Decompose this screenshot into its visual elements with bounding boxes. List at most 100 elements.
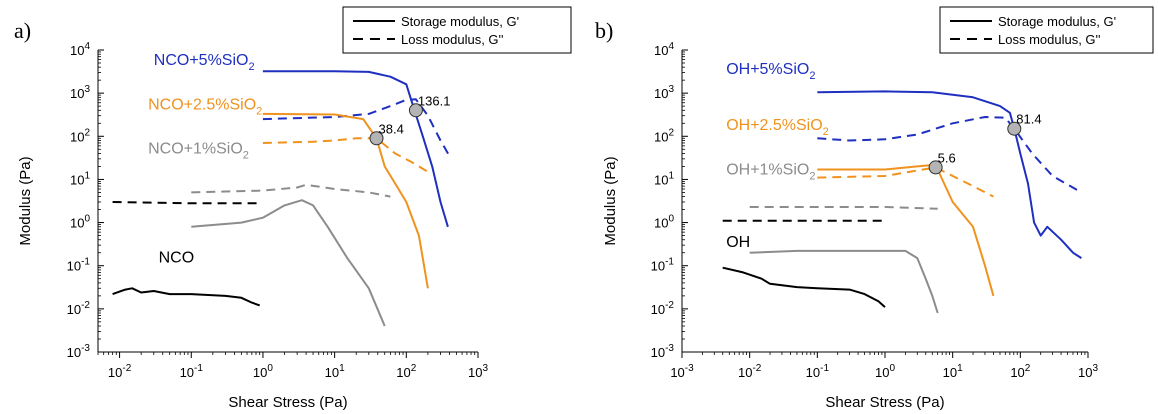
series-label: OH+5%SiO2 <box>726 61 815 82</box>
series-label-text: NCO+5%SiO <box>154 52 249 69</box>
crossover-label: 81.4 <box>1016 112 1041 127</box>
series-label-subscript: 2 <box>809 171 815 183</box>
y-tick-exponent: 4 <box>84 41 90 52</box>
series-label-subscript: 2 <box>256 105 262 117</box>
series-line-nco25-g2 <box>262 137 429 173</box>
y-tick-base: 10 <box>67 345 81 360</box>
y-tick-base: 10 <box>654 172 668 187</box>
y-axis-title: Modulus (Pa) <box>602 156 619 245</box>
x-tick-exponent: 0 <box>889 363 895 374</box>
y-tick-base: 10 <box>67 302 81 317</box>
series-line-nco25-g1 <box>262 112 429 289</box>
series-line-nco-g2 <box>112 201 260 205</box>
x-tick-label: 101 <box>943 363 963 380</box>
y-tick-label: 10-1 <box>67 257 91 274</box>
y-tick-label: 10-2 <box>651 300 675 317</box>
y-tick-base: 10 <box>654 216 668 231</box>
x-tick-base: 10 <box>180 365 194 380</box>
y-tick-exponent: -3 <box>665 343 674 354</box>
y-tick-label: 10-3 <box>651 343 675 360</box>
y-tick-exponent: 0 <box>84 214 90 225</box>
series-label-text: NCO <box>159 249 195 266</box>
y-tick-label: 101 <box>70 170 90 187</box>
y-tick-exponent: -2 <box>665 300 674 311</box>
x-tick-exponent: -1 <box>194 363 203 374</box>
y-tick-label: 104 <box>654 41 674 58</box>
series-label-text: OH <box>726 234 750 251</box>
legend-label: Storage modulus, G' <box>401 14 519 29</box>
x-tick-exponent: -3 <box>685 363 694 374</box>
x-tick-label: 10-2 <box>108 363 132 380</box>
x-axis-title: Shear Stress (Pa) <box>825 394 944 411</box>
series-label: NCO+2.5%SiO2 <box>148 96 262 117</box>
x-tick-exponent: 2 <box>1025 363 1031 374</box>
y-tick-exponent: 4 <box>668 41 674 52</box>
x-tick-label: 10-1 <box>180 363 204 380</box>
y-tick-label: 100 <box>70 214 90 231</box>
series-label-text: OH+1%SiO <box>726 162 809 179</box>
y-tick-label: 104 <box>70 41 90 58</box>
x-tick-base: 10 <box>108 365 122 380</box>
y-tick-base: 10 <box>67 259 81 274</box>
x-tick-base: 10 <box>738 365 752 380</box>
series-line-nco-g1 <box>112 287 261 307</box>
x-tick-exponent: 2 <box>411 363 417 374</box>
legend-label: Storage modulus, G' <box>998 14 1116 29</box>
y-tick-base: 10 <box>651 345 665 360</box>
series-line-oh25-g1 <box>817 163 995 297</box>
x-tick-base: 10 <box>468 365 482 380</box>
series-line-oh25-g2 <box>817 166 994 198</box>
series-label-subscript: 2 <box>809 70 815 82</box>
y-tick-base: 10 <box>70 86 84 101</box>
y-tick-base: 10 <box>70 172 84 187</box>
crossover-label: 38.4 <box>379 121 404 136</box>
series-label-text: NCO+1%SiO <box>148 140 243 157</box>
crossover-label: 136.1 <box>418 93 451 108</box>
x-tick-base: 10 <box>325 365 339 380</box>
crossover-marker <box>408 103 423 118</box>
x-tick-exponent: 3 <box>482 363 488 374</box>
x-tick-exponent: -2 <box>122 363 131 374</box>
y-tick-exponent: -1 <box>665 257 674 268</box>
x-tick-exponent: 1 <box>957 363 963 374</box>
series-line-oh1-g2 <box>749 206 938 210</box>
series-line-nco5-g1 <box>262 70 449 228</box>
x-tick-base: 10 <box>806 365 820 380</box>
series-line-oh1-g1 <box>749 249 939 314</box>
legend-label: Loss modulus, G'' <box>401 32 504 47</box>
y-tick-exponent: 3 <box>84 84 90 95</box>
crossover-label: 5.6 <box>938 150 956 165</box>
series-line-oh5-g1 <box>817 90 1082 259</box>
series-label-text: OH+5%SiO <box>726 61 809 78</box>
legend-label: Loss modulus, G'' <box>998 32 1101 47</box>
y-tick-exponent: -3 <box>81 343 90 354</box>
y-tick-label: 10-3 <box>67 343 91 360</box>
series-label-subscript: 2 <box>248 61 254 73</box>
series-label-subscript: 2 <box>823 126 829 138</box>
y-tick-label: 102 <box>654 127 674 144</box>
series-label: NCO <box>159 249 195 266</box>
x-tick-exponent: 0 <box>267 363 273 374</box>
y-axis-title: Modulus (Pa) <box>17 156 34 245</box>
x-tick-label: 10-1 <box>806 363 830 380</box>
y-tick-base: 10 <box>70 43 84 58</box>
y-tick-label: 101 <box>654 170 674 187</box>
x-axis-title: Shear Stress (Pa) <box>228 394 347 411</box>
y-tick-base: 10 <box>70 216 84 231</box>
y-tick-exponent: 3 <box>668 84 674 95</box>
series-label: NCO+5%SiO2 <box>154 52 255 73</box>
x-tick-exponent: 3 <box>1092 363 1098 374</box>
series-line-oh-g1 <box>722 266 886 308</box>
x-tick-base: 10 <box>943 365 957 380</box>
series-line-nco1-g2 <box>191 183 391 198</box>
x-tick-label: 101 <box>325 363 345 380</box>
crossover-marker <box>1007 121 1022 136</box>
x-tick-base: 10 <box>396 365 410 380</box>
series-label: OH <box>726 234 750 251</box>
y-tick-exponent: 0 <box>668 214 674 225</box>
y-tick-label: 10-2 <box>67 300 91 317</box>
y-tick-label: 103 <box>654 84 674 101</box>
